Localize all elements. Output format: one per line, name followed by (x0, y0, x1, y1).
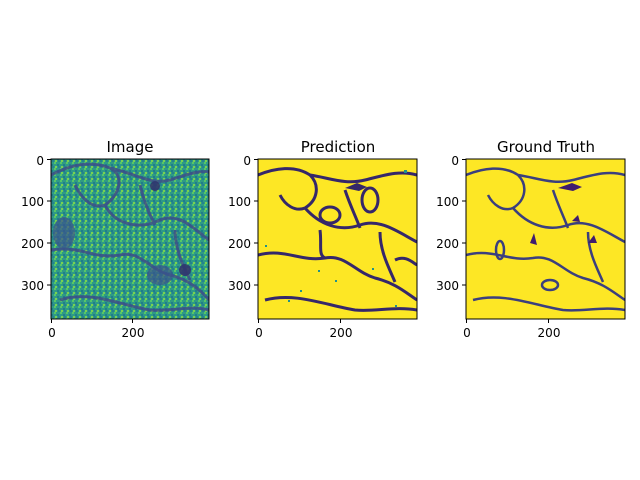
y-tick-label: 300 (436, 279, 459, 293)
y-tick-label: 0 (36, 154, 44, 168)
x-tick-label: 0 (48, 326, 56, 340)
y-tick-label: 200 (436, 237, 459, 251)
prediction-panel (257, 158, 418, 320)
x-tick-label: 0 (463, 326, 471, 340)
y-tick-label: 200 (228, 237, 251, 251)
y-tick-label: 100 (21, 195, 44, 209)
y-tick-label: 300 (228, 279, 251, 293)
x-tick-label: 200 (329, 326, 353, 340)
tick-marks (47, 159, 549, 323)
prediction-title: Prediction (300, 138, 376, 156)
y-tick-label: 100 (436, 195, 459, 209)
y-tick-label: 0 (451, 154, 459, 168)
ground-truth-panel (465, 158, 626, 320)
image-title: Image (106, 138, 154, 156)
x-tick-label: 0 (255, 326, 263, 340)
x-tick-label: 200 (537, 326, 561, 340)
ground-truth-title: Ground Truth (497, 138, 595, 156)
y-tick-label: 0 (243, 154, 251, 168)
y-tick-label: 100 (228, 195, 251, 209)
x-tick-label: 200 (121, 326, 145, 340)
y-tick-label: 200 (21, 237, 44, 251)
image-panel (50, 158, 210, 320)
y-tick-label: 300 (21, 279, 44, 293)
